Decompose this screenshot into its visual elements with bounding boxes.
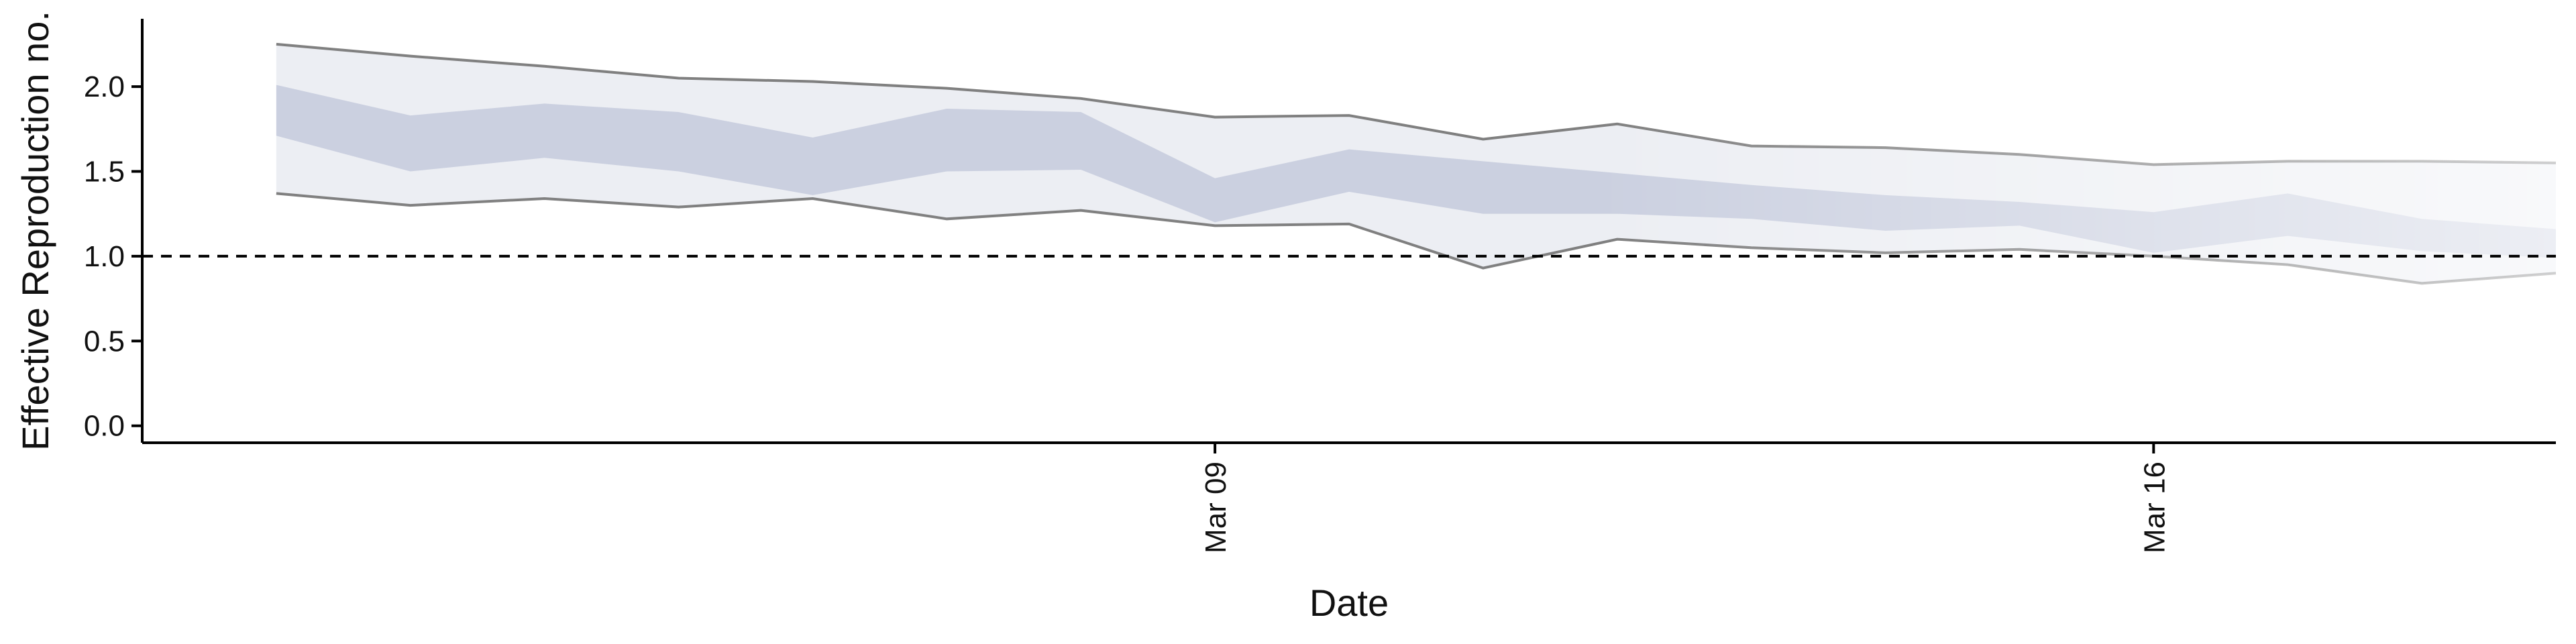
outer-lower-line xyxy=(276,192,2557,285)
y-tick-label: 2.0 xyxy=(84,70,125,103)
credible-bands xyxy=(276,44,2556,284)
y-axis-title: Effective Reproduction no. xyxy=(14,11,56,451)
outer-bound-lines xyxy=(276,42,2557,285)
inner-band xyxy=(276,85,2556,258)
y-tick-label: 1.0 xyxy=(84,240,125,273)
x-axis-title: Date xyxy=(1309,582,1389,624)
axes: 0.0 0.5 1.0 1.5 2.0 Mar 09 Mar 16 xyxy=(84,19,2556,553)
y-tick-label: 0.5 xyxy=(84,325,125,358)
x-tick-label: Mar 09 xyxy=(1199,462,1232,553)
x-tick-label: Mar 16 xyxy=(2138,462,2171,553)
y-tick-label: 0.0 xyxy=(84,410,125,443)
y-tick-label: 1.5 xyxy=(84,156,125,189)
outer-upper-line xyxy=(276,42,2557,166)
